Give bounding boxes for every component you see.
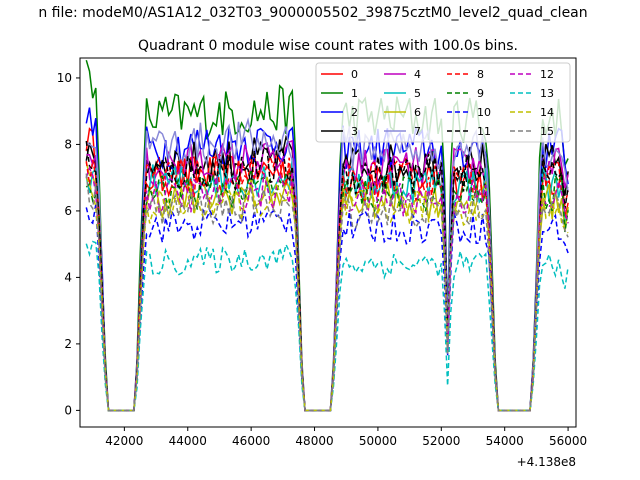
- legend-label-3: 3: [351, 125, 358, 138]
- legend-label-8: 8: [477, 68, 484, 81]
- legend-label-11: 11: [477, 125, 491, 138]
- legend-label-2: 2: [351, 106, 358, 119]
- y-tick-label: 0: [64, 403, 72, 417]
- series-line-10: [85, 204, 569, 412]
- x-tick-label: 54000: [486, 434, 524, 448]
- y-tick-label: 4: [64, 270, 72, 284]
- legend-box: [315, 62, 571, 143]
- y-tick-label: 10: [57, 71, 72, 85]
- legend-label-1: 1: [351, 87, 358, 100]
- legend-label-5: 5: [414, 87, 421, 100]
- x-tick-label: 56000: [549, 434, 587, 448]
- x-axis-offset-label: +4.138e8: [517, 455, 576, 469]
- axes-frame: [79, 57, 577, 428]
- legend-label-15: 15: [540, 125, 554, 138]
- legend-label-10: 10: [477, 106, 491, 119]
- legend-label-9: 9: [477, 87, 484, 100]
- legend-label-14: 14: [540, 106, 554, 119]
- legend-label-4: 4: [414, 68, 421, 81]
- legend-label-7: 7: [414, 125, 421, 138]
- legend-label-12: 12: [540, 68, 554, 81]
- legend-label-0: 0: [351, 68, 358, 81]
- ticks-layer: 42000 44000 46000 48000 50000 52000 54000 56000…: [57, 71, 587, 448]
- x-tick-label: 50000: [359, 434, 397, 448]
- chart-title: Quadrant 0 module wise count rates with …: [138, 38, 518, 54]
- legend-label-6: 6: [414, 106, 421, 119]
- x-tick-label: 42000: [105, 434, 143, 448]
- x-tick-label: 52000: [422, 434, 460, 448]
- y-tick-label: 8: [64, 137, 72, 151]
- figure-suptitle: n file: modeM0/AS1A12_032T03_9000005502_…: [38, 5, 587, 21]
- series-layer: [85, 59, 569, 412]
- y-tick-label: 6: [64, 204, 72, 218]
- series-line-15: [85, 173, 569, 412]
- legend-label-13: 13: [540, 87, 554, 100]
- y-tick-label: 2: [64, 337, 72, 351]
- x-tick-label: 48000: [295, 434, 333, 448]
- x-tick-label: 46000: [232, 434, 270, 448]
- x-tick-label: 44000: [169, 434, 207, 448]
